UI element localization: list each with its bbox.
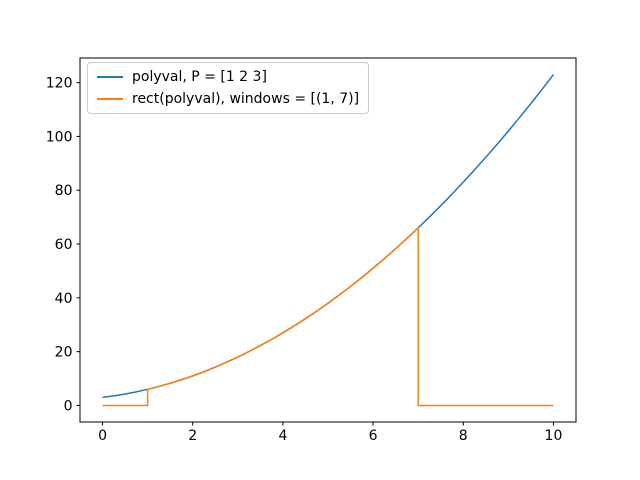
series-line-0: [102, 74, 555, 399]
x-tick-label: 8: [459, 428, 468, 444]
legend-label: rect(polyval), windows = [(1, 7)]: [132, 91, 360, 107]
legend: polyval, P = [1 2 3] rect(polyval), wind…: [87, 62, 370, 114]
legend-line-swatch-polyval: [97, 76, 123, 78]
y-tick-label: 120: [46, 76, 73, 92]
x-tick-label: 4: [278, 428, 287, 444]
legend-item: polyval, P = [1 2 3]: [97, 69, 359, 85]
legend-label: polyval, P = [1 2 3]: [132, 69, 267, 85]
x-tick-label: 10: [545, 428, 563, 444]
y-tick-label: 80: [55, 183, 73, 199]
y-tick-label: 20: [55, 345, 73, 361]
legend-item: rect(polyval), windows = [(1, 7)]: [97, 91, 359, 107]
y-tick-label: 100: [46, 129, 73, 145]
series-line-1: [102, 227, 554, 407]
legend-line-swatch-rect-polyval: [97, 98, 123, 100]
axes-frame: [79, 57, 577, 423]
y-tick-label: 60: [55, 237, 73, 253]
y-tick-label: 0: [64, 398, 73, 414]
x-tick-label: 0: [98, 428, 107, 444]
y-tick-label: 40: [55, 291, 73, 307]
x-tick-label: 2: [188, 428, 197, 444]
x-tick-label: 6: [369, 428, 378, 444]
